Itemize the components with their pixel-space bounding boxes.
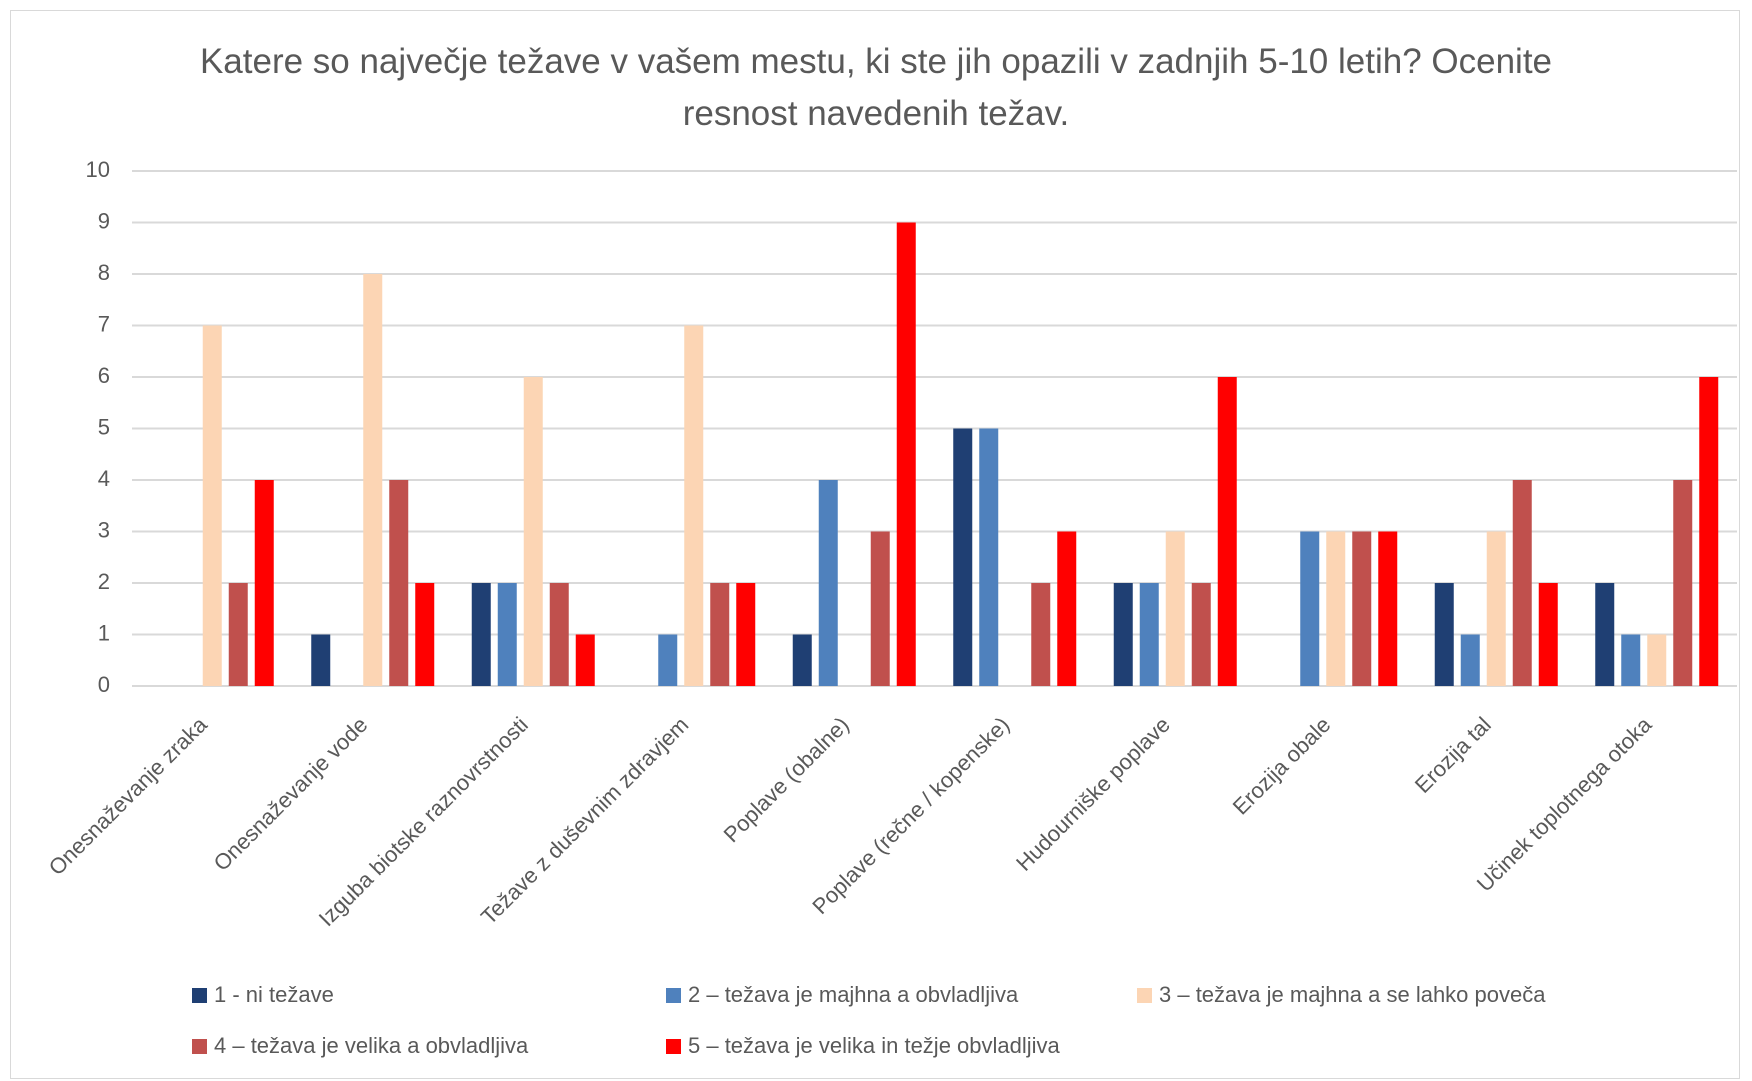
legend-label: 4 – težava je velika a obvladljiva [214,1033,529,1058]
bar [549,583,569,686]
bar [870,531,890,686]
bar [575,634,595,686]
bar [202,325,222,686]
chart-frame [10,10,1740,1079]
x-tick-label: Hudourniške poplave [1011,712,1175,876]
bar [1486,531,1506,686]
bar [979,428,999,686]
y-tick-label: 3 [98,517,110,542]
y-tick-label: 9 [98,208,110,233]
legend-label: 2 – težava je majhna a obvladljiva [688,982,1019,1007]
bar [389,480,409,686]
bar [471,583,491,686]
legend-label: 3 – težava je majhna a se lahko poveča [1159,982,1546,1007]
bar [1113,583,1133,686]
bar [1434,583,1454,686]
y-tick-label: 8 [98,260,110,285]
bar [818,480,838,686]
legend-swatch [666,988,681,1003]
bar [896,222,916,686]
bar [1538,583,1558,686]
bar [792,634,812,686]
bar [736,583,756,686]
x-tick-label: Erozija obale [1228,712,1336,820]
legend-swatch [192,1039,207,1054]
bar [1165,531,1185,686]
bar [254,480,274,686]
x-tick-label: Erozija tal [1410,712,1496,798]
bar [228,583,248,686]
x-tick-label: Učinek toplotnega otoka [1472,711,1657,896]
chart-title: Katere so največje težave v vašem mestu,… [199,42,1553,133]
bar [1460,634,1480,686]
bar [1595,583,1615,686]
bar [311,634,331,686]
y-tick-label: 6 [98,363,110,388]
legend-swatch [1137,988,1152,1003]
bar [1300,531,1320,686]
y-tick-label: 4 [98,466,110,491]
legend-label: 5 – težava je velika in težje obvladljiv… [688,1033,1061,1058]
x-tick-label: Poplave (obalne) [719,712,854,847]
bar [1699,377,1719,686]
x-tick-label: Onesnaževanje zraka [44,711,213,880]
legend-swatch [666,1039,681,1054]
x-tick-label: Onesnaževanje vode [209,712,373,876]
bar [415,583,435,686]
bar [1673,480,1693,686]
bar [1352,531,1372,686]
bar [1647,634,1667,686]
bar [1512,480,1532,686]
y-tick-label: 5 [98,414,110,439]
y-tick-label: 2 [98,569,110,594]
bar [497,583,517,686]
bar [1057,531,1077,686]
bar [1191,583,1211,686]
bar [953,428,973,686]
bar [1378,531,1398,686]
y-tick-label: 0 [98,672,110,697]
bar [1139,583,1159,686]
y-tick-label: 7 [98,311,110,336]
bar [1031,583,1051,686]
bar [1326,531,1346,686]
y-tick-label: 1 [98,620,110,645]
legend-swatch [192,988,207,1003]
legend-label: 1 - ni težave [214,982,334,1007]
bar [363,274,383,686]
bar [684,325,704,686]
bar [658,634,678,686]
bar [523,377,543,686]
bar [1621,634,1641,686]
y-tick-label: 10 [86,157,110,182]
bar [1217,377,1237,686]
bar [710,583,730,686]
